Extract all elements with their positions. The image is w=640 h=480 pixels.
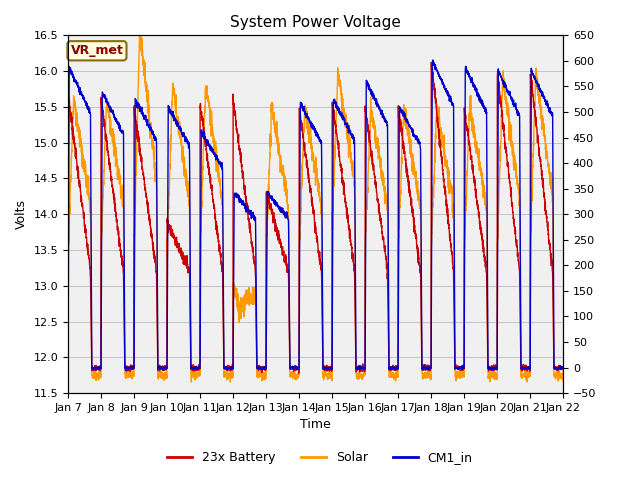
CM1_in (429, 57, 437, 63)
Solar (227, 379, 234, 385)
Solar (254, 375, 262, 381)
23x Battery (254, 364, 262, 370)
23x Battery (295, 370, 303, 376)
Solar (559, 365, 567, 371)
23x Battery (276, 240, 284, 246)
23x Battery (121, 343, 129, 348)
23x Battery (550, 353, 557, 359)
Solar (121, 332, 129, 338)
Y-axis label: Volts: Volts (15, 199, 28, 229)
Solar (150, 162, 158, 168)
CM1_in (150, 135, 157, 141)
CM1_in (559, 365, 567, 371)
Solar (550, 349, 557, 355)
23x Battery (559, 365, 567, 371)
Line: CM1_in: CM1_in (68, 60, 563, 372)
Title: System Power Voltage: System Power Voltage (230, 15, 401, 30)
CM1_in (254, 364, 262, 370)
Solar (136, 33, 144, 38)
Solar (64, 241, 72, 247)
Text: VR_met: VR_met (70, 44, 124, 57)
CM1_in (121, 309, 129, 315)
X-axis label: Time: Time (300, 419, 331, 432)
23x Battery (497, 95, 504, 101)
Line: Solar: Solar (68, 36, 563, 382)
Solar (276, 155, 284, 160)
Legend: 23x Battery, Solar, CM1_in: 23x Battery, Solar, CM1_in (163, 446, 477, 469)
Line: 23x Battery: 23x Battery (68, 62, 563, 373)
CM1_in (276, 207, 284, 213)
23x Battery (64, 85, 72, 91)
23x Battery (428, 60, 435, 65)
Solar (497, 158, 504, 164)
23x Battery (150, 248, 157, 253)
CM1_in (64, 370, 72, 375)
CM1_in (497, 73, 504, 79)
CM1_in (550, 301, 557, 307)
